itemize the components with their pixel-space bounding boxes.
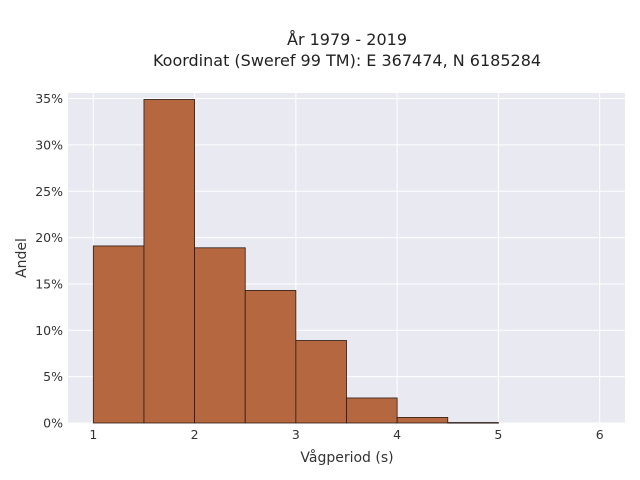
y-tick-label-7: 35% bbox=[35, 91, 63, 106]
histogram-bar-7 bbox=[447, 422, 499, 424]
y-tick-label-4: 20% bbox=[35, 230, 63, 245]
histogram-bar-5 bbox=[346, 397, 398, 424]
x-axis-ticks: 1 2 3 4 5 6 bbox=[89, 427, 603, 442]
histogram-bar-4 bbox=[295, 340, 347, 424]
x-tick-label-3: 4 bbox=[393, 427, 401, 442]
x-tick-label-2: 3 bbox=[292, 427, 300, 442]
histogram-bar-0 bbox=[92, 245, 145, 424]
y-tick-label-2: 10% bbox=[35, 323, 63, 338]
x-tick-label-1: 2 bbox=[191, 427, 199, 442]
histogram-bar-1 bbox=[143, 99, 195, 424]
y-tick-label-3: 15% bbox=[35, 276, 63, 291]
y-tick-label-5: 25% bbox=[35, 184, 63, 199]
chart-subtitle: Koordinat (Sweref 99 TM): E 367474, N 61… bbox=[153, 51, 541, 70]
bars bbox=[92, 99, 499, 424]
y-tick-label-1: 5% bbox=[43, 369, 63, 384]
histogram-bar-2 bbox=[194, 247, 246, 424]
histogram-bar-3 bbox=[244, 290, 297, 424]
y-axis-label: Andel bbox=[14, 238, 30, 278]
x-tick-label-4: 5 bbox=[494, 427, 502, 442]
x-tick-label-0: 1 bbox=[89, 427, 97, 442]
x-tick-label-5: 6 bbox=[596, 427, 604, 442]
y-tick-label-6: 30% bbox=[35, 137, 63, 152]
histogram-bar-6 bbox=[396, 417, 449, 424]
y-tick-label-0: 0% bbox=[43, 416, 63, 431]
chart-title: År 1979 - 2019 bbox=[287, 30, 407, 49]
y-axis-ticks: 0% 5% 10% 15% 20% 25% 30% 35% bbox=[35, 91, 63, 430]
x-axis-label: Vågperiod (s) bbox=[300, 449, 393, 466]
